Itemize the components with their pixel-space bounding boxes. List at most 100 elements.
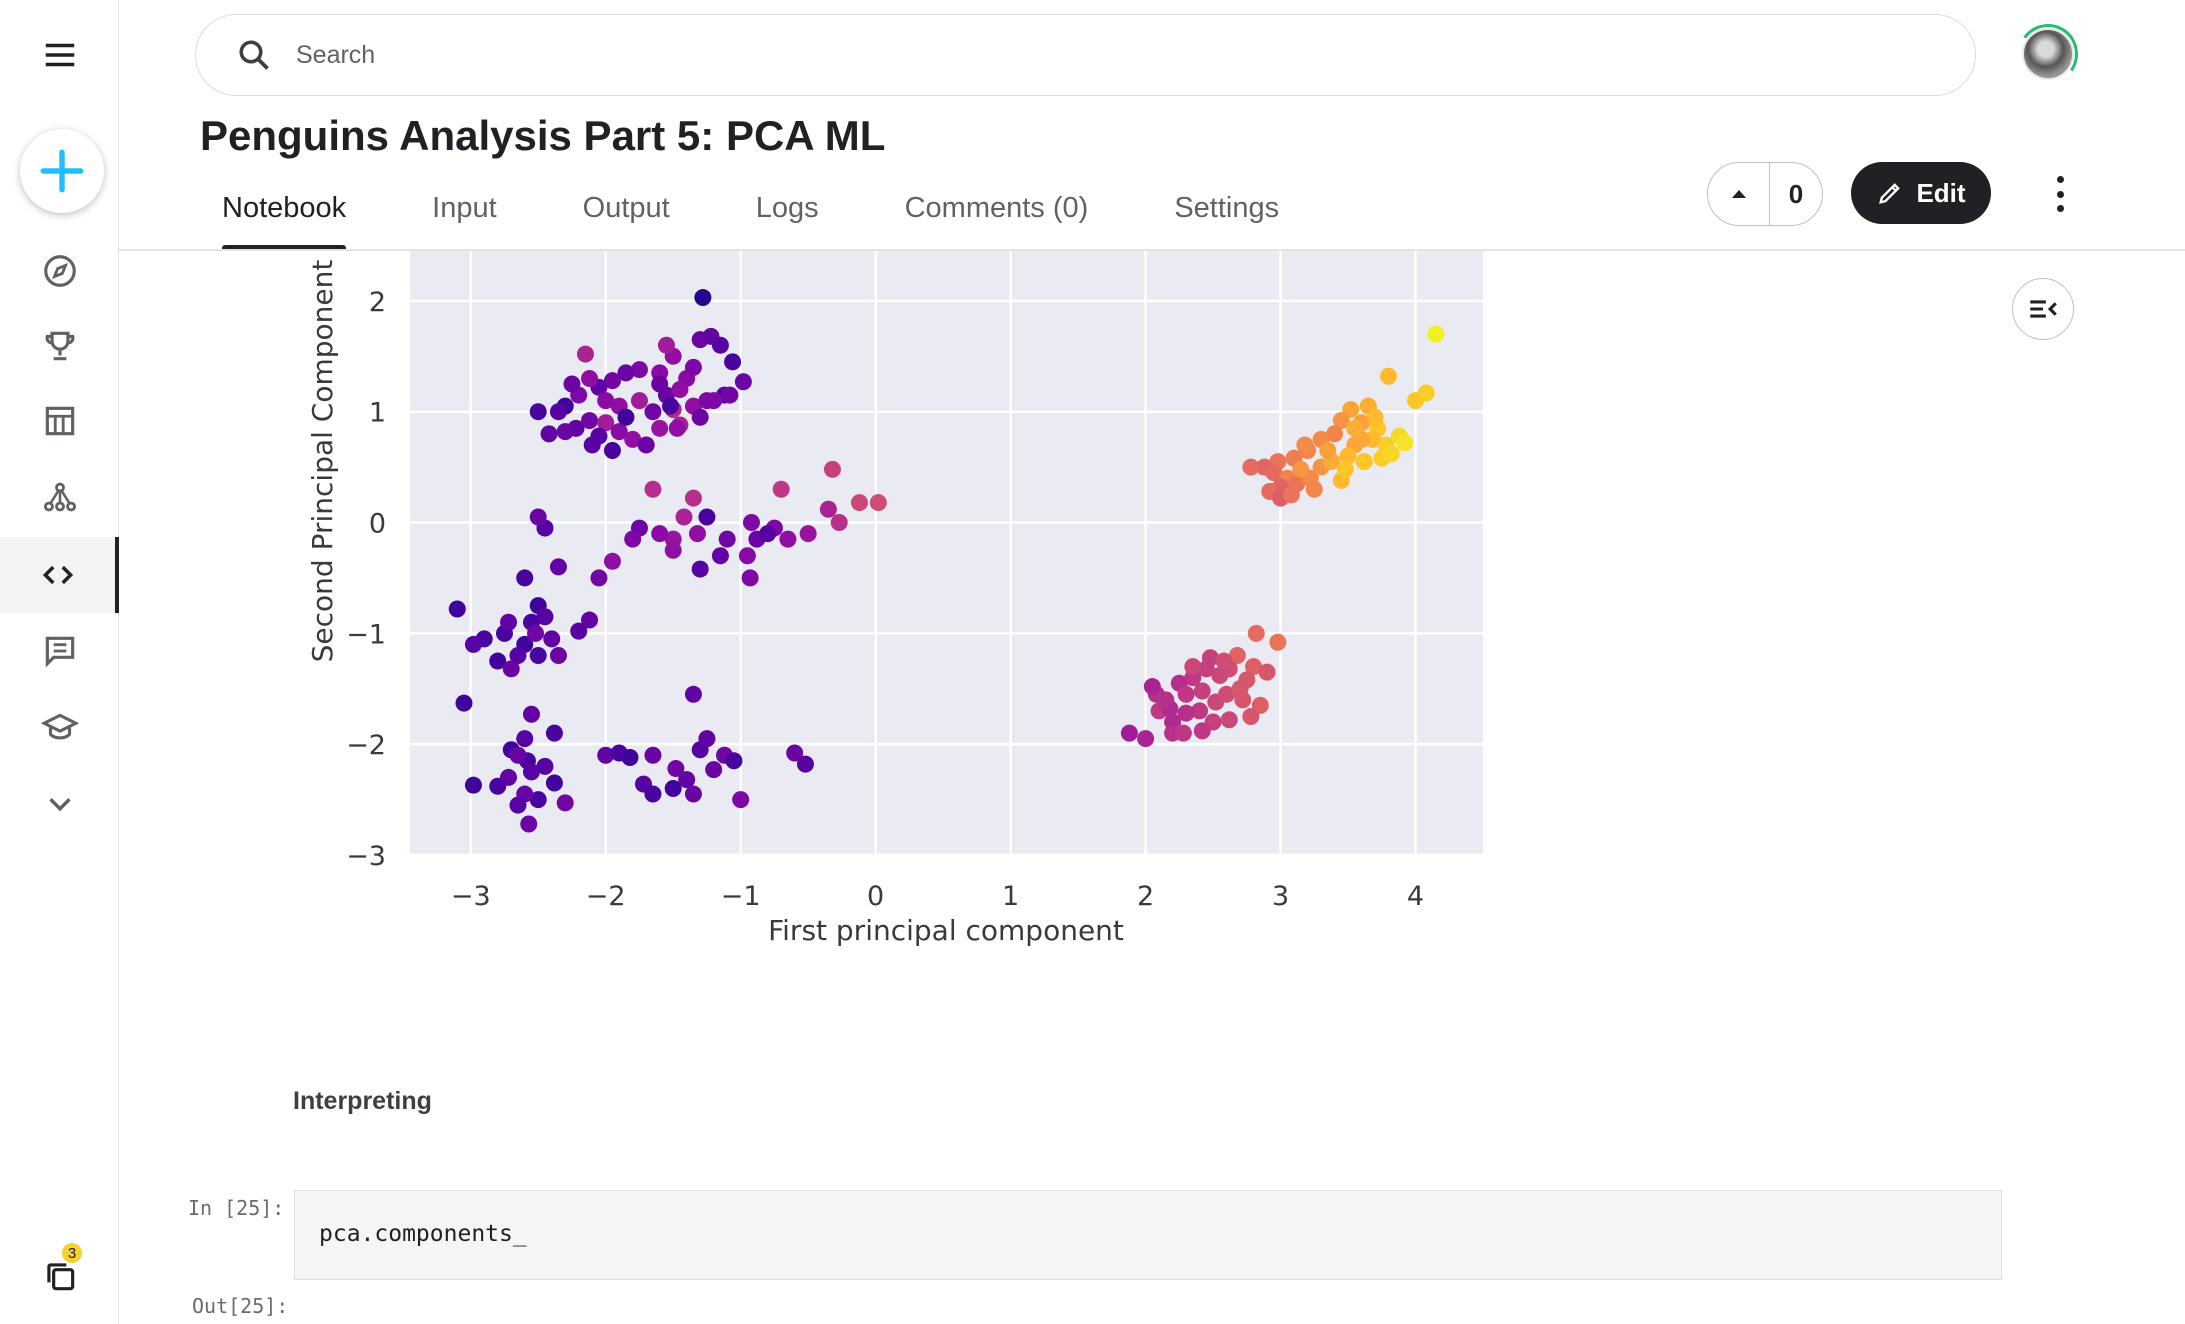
scatter-point (1366, 408, 1384, 426)
scatter-point (711, 336, 729, 354)
table-of-contents-button[interactable] (2012, 278, 2074, 340)
edit-label: Edit (1916, 177, 1966, 208)
code-icon[interactable] (0, 537, 119, 613)
x-tick-label: 3 (1272, 881, 1289, 912)
avatar[interactable] (2022, 28, 2074, 80)
pca-scatter-chart: −3 −2 −1 0 1 2 3 4 −3 −2 −1 0 1 2 First principal co… (306, 251, 1483, 947)
collections-icon[interactable] (0, 1246, 119, 1306)
tab-comments[interactable]: Comments (0) (904, 192, 1089, 224)
scatter-point (1143, 678, 1161, 696)
vote-control: 0 (1707, 162, 1823, 226)
scatter-point (581, 611, 599, 629)
scatter-point (556, 794, 574, 812)
scatter-point (509, 796, 527, 814)
scatter-point (502, 660, 520, 678)
scatter-point (1193, 682, 1211, 700)
scatter-point (698, 730, 716, 748)
learn-icon[interactable] (0, 698, 119, 758)
trophy-icon[interactable] (0, 316, 119, 376)
scatter-point (1120, 724, 1138, 742)
menu-icon[interactable] (0, 25, 119, 85)
scatter-point (630, 392, 648, 410)
compass-icon[interactable] (0, 241, 119, 301)
search-icon (239, 40, 269, 70)
chevron-down-icon[interactable] (0, 774, 119, 834)
scatter-point (1346, 419, 1364, 437)
scatter-point (819, 500, 837, 518)
scatter-point (500, 613, 518, 631)
scatter-point (799, 525, 817, 543)
scatter-point (489, 652, 507, 670)
tab-notebook[interactable]: Notebook (200, 186, 368, 250)
scatter-point (603, 372, 621, 390)
scatter-point (651, 375, 669, 393)
scatter-point (675, 508, 693, 526)
scatter-point (597, 746, 615, 764)
tab-logs[interactable]: Logs (755, 192, 819, 224)
scatter-point (1269, 633, 1287, 651)
scatter-point (830, 514, 848, 532)
scatter-point (1336, 460, 1354, 478)
collections-badge: 3 (62, 1243, 82, 1263)
create-button[interactable] (20, 129, 104, 213)
code-cell[interactable]: pca.components_ (294, 1190, 2002, 1280)
scatter-point (536, 608, 554, 626)
scatter-point (624, 530, 642, 548)
scatter-point (1174, 724, 1192, 742)
scatter-point (536, 757, 554, 775)
left-sidebar: 3 (0, 0, 119, 1324)
scatter-point (1242, 458, 1260, 476)
scatter-point (597, 392, 615, 410)
tab-divider (119, 249, 2185, 251)
y-tick-label: −3 (346, 841, 386, 872)
scatter-point (581, 412, 599, 430)
scatter-point (684, 785, 702, 803)
scatter-point (583, 436, 601, 454)
models-icon[interactable] (0, 467, 119, 527)
scatter-point (1177, 704, 1195, 722)
edit-button[interactable]: Edit (1851, 162, 1991, 224)
x-tick-label: −2 (586, 881, 626, 912)
scatter-point (1319, 441, 1337, 459)
discussion-icon[interactable] (0, 621, 119, 681)
scatter-point (610, 423, 628, 441)
tab-output[interactable]: Output (582, 192, 670, 224)
scatter-point (549, 558, 567, 576)
scatter-point (464, 776, 482, 794)
scatter-point (448, 600, 466, 618)
search-bar[interactable] (195, 14, 1976, 96)
tab-input[interactable]: Input (432, 192, 497, 224)
scatter-point (664, 780, 682, 798)
x-tick-label: 1 (1002, 881, 1019, 912)
search-input[interactable] (296, 40, 1796, 70)
chart-points (448, 289, 1445, 833)
scatter-point (1137, 730, 1155, 748)
scatter-point (796, 755, 814, 773)
scatter-point (529, 403, 547, 421)
scatter-point (545, 724, 563, 742)
table-icon[interactable] (0, 391, 119, 451)
scatter-point (725, 752, 743, 770)
scatter-point (1407, 392, 1425, 410)
scatter-point (644, 403, 662, 421)
scatter-point (644, 746, 662, 764)
scatter-point (1193, 722, 1211, 740)
scatter-point (668, 419, 686, 437)
scatter-point (581, 369, 599, 387)
more-options-icon[interactable] (2044, 172, 2076, 216)
plus-icon (40, 149, 84, 193)
scatter-point (1215, 652, 1233, 670)
scatter-point (1191, 702, 1209, 720)
scatter-point (691, 560, 709, 578)
scatter-point (741, 569, 759, 587)
scatter-point (698, 508, 716, 526)
scatter-point (516, 730, 534, 748)
scatter-point (724, 353, 742, 371)
upvote-button[interactable] (1708, 163, 1770, 225)
scatter-point (705, 392, 723, 410)
tab-settings[interactable]: Settings (1174, 192, 1280, 224)
y-tick-label: −1 (346, 619, 386, 650)
scatter-point (711, 547, 729, 565)
x-tick-label: 2 (1137, 881, 1154, 912)
y-tick-label: −2 (346, 730, 386, 761)
